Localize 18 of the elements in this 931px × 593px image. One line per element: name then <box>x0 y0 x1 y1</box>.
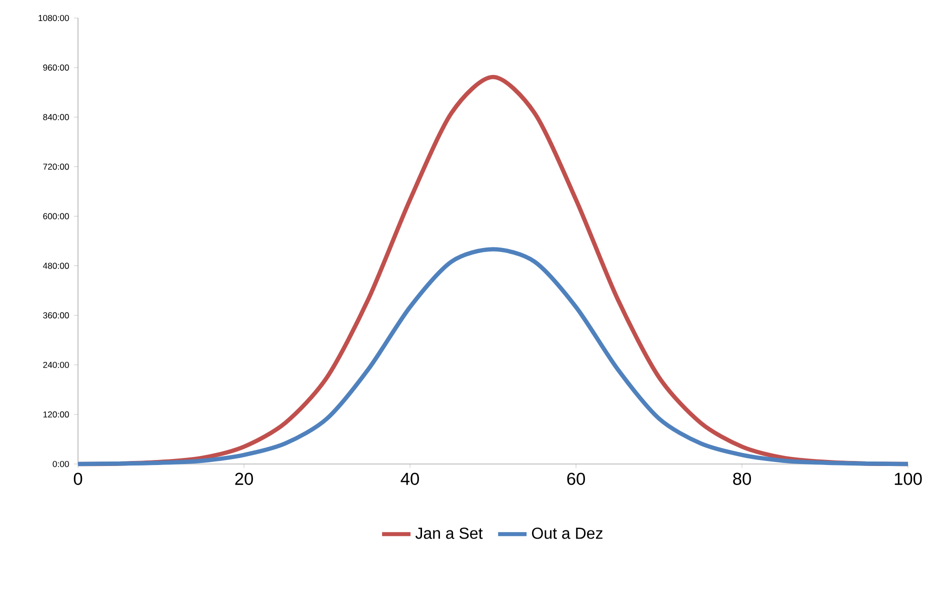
y-tick-label: 240:00 <box>43 362 69 368</box>
y-tick-label: 720:00 <box>43 164 69 170</box>
y-tick-label: 1080:00 <box>38 14 69 22</box>
x-tick-label: 100 <box>894 472 922 485</box>
legend-label: Jan a Set <box>415 528 483 539</box>
y-tick-label: 0:00 <box>52 460 69 468</box>
x-tick-label: 60 <box>567 472 585 485</box>
x-tick-label: 80 <box>733 472 751 485</box>
y-tick-label: 480:00 <box>42 262 69 269</box>
y-tick-label: 120:00 <box>43 411 69 418</box>
legend-label: Out a Dez <box>532 528 602 539</box>
y-tick-label: 600:00 <box>43 213 69 220</box>
x-tick-label: 40 <box>400 472 419 485</box>
x-tick-label: 0 <box>74 472 82 485</box>
y-tick-label: 840:00 <box>43 114 69 120</box>
y-tick-label: 360:00 <box>43 312 69 318</box>
y-tick-label: 960:00 <box>43 64 69 71</box>
x-tick-label: 20 <box>235 472 253 485</box>
